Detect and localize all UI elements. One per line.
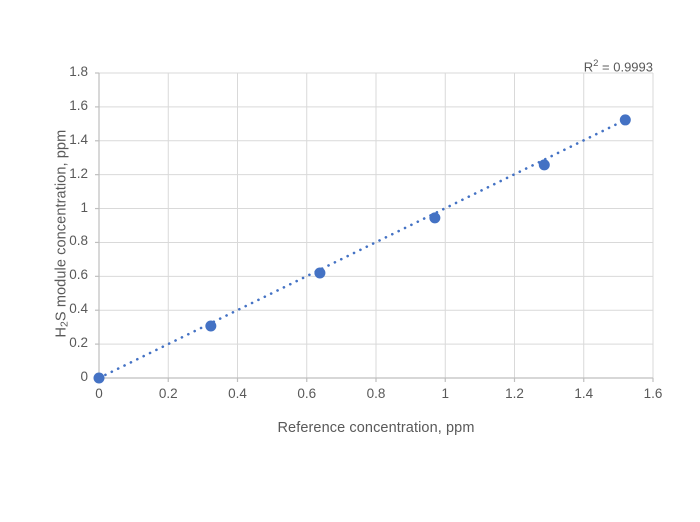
y-axis-title-post: S module concentration, ppm [53,129,70,322]
data-point-0-4 [538,159,550,171]
data-point-0-1 [205,320,217,332]
y-tick-label-9: 1.8 [69,64,88,79]
x-tick-label-2: 0.4 [228,386,247,401]
y-axis-title: H2S module concentration, ppm [53,74,70,394]
y-tick-label-4: 0.8 [69,233,88,249]
r-squared-value: = 0.9993 [598,59,653,75]
y-axis-title-subscript: 2 [59,321,71,327]
data-point-0-2 [314,267,326,279]
tick-marks [95,72,654,382]
x-tick-label-5: 1 [441,386,449,401]
x-tick-label-3: 0.6 [297,386,317,401]
data-point-0-0 [93,372,105,384]
x-tick-label-8: 1.6 [643,386,663,401]
x-tick-label-6: 1.2 [505,386,524,401]
r-squared-annotation: R2 = 0.9993 [584,58,653,74]
r-squared-symbol: R [583,59,594,75]
x-tick-label-1: 0.2 [158,386,178,401]
trendline-path [97,114,636,380]
y-tick-label-3: 0.6 [69,267,88,283]
data-point-0-5 [619,114,631,126]
y-tick-label-6: 1.2 [69,165,88,181]
r-squared-exponent: 2 [593,58,599,69]
x-tick-label-4: 0.8 [366,386,386,401]
data-points [93,114,631,384]
y-tick-label-5: 1 [80,199,88,215]
vertical-gridlines [167,73,654,378]
y-tick-label-1: 0.2 [69,335,88,351]
y-tick-label-2: 0.4 [69,301,88,317]
x-tick-label-0: 0 [95,386,103,401]
y-axis-title-pre: H [53,326,70,338]
x-tick-label-7: 1.4 [574,386,594,401]
x-axis-title: Reference concentration, ppm [277,420,475,436]
trendline [97,114,636,380]
y-tick-label-8: 1.6 [69,97,88,113]
y-tick-label-7: 1.4 [69,131,88,147]
data-point-0-3 [429,212,441,224]
y-tick-label-0: 0 [80,369,88,384]
